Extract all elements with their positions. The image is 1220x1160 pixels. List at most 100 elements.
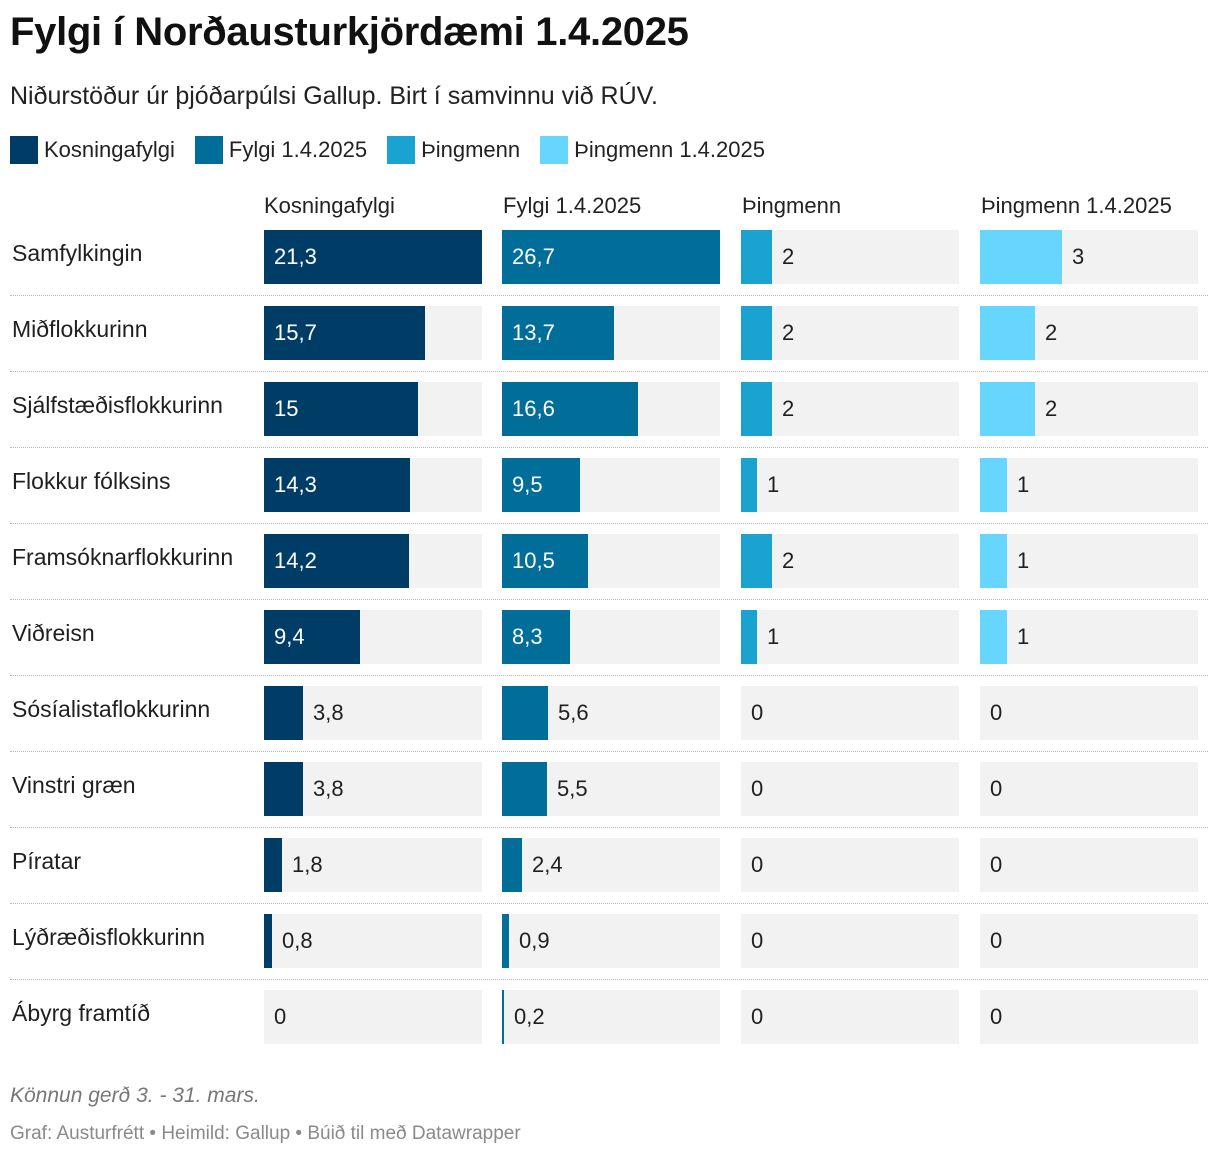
data-label-kosningafylgi: 15,7 bbox=[274, 320, 317, 345]
bar-thingmenn bbox=[741, 458, 757, 512]
bar-cell-thingmenn: 1 bbox=[741, 458, 959, 512]
bar-cell-fylgi: 0,9 bbox=[502, 914, 720, 968]
bar-thingmenn-new bbox=[980, 306, 1035, 360]
bar-fylgi bbox=[502, 762, 547, 816]
bar-kosningafylgi bbox=[264, 762, 303, 816]
table-row: Vinstri græn 3,8 5,5 0 0 bbox=[10, 752, 1208, 828]
data-label-thingmenn-new: 1 bbox=[1017, 548, 1030, 573]
data-label-thingmenn: 0 bbox=[751, 1004, 764, 1029]
legend-item-kosningafylgi: Kosningafylgi bbox=[10, 136, 175, 164]
bar-fylgi bbox=[502, 382, 638, 436]
bar-cell-kosningafylgi: 3,8 bbox=[264, 686, 482, 740]
legend-swatch-thingmenn bbox=[387, 136, 416, 164]
data-label-fylgi: 5,5 bbox=[557, 776, 588, 801]
row-label: Viðreisn bbox=[12, 620, 95, 646]
table-row: Sjálfstæðisflokkurinn 15 16,6 2 2 bbox=[10, 372, 1208, 448]
chart-footer: Graf: Austurfrétt • Heimild: Gallup • Bú… bbox=[10, 1123, 521, 1144]
data-label-kosningafylgi: 15 bbox=[274, 396, 299, 421]
bar-cell-thingmenn: 0 bbox=[741, 914, 959, 968]
row-divider bbox=[10, 827, 1208, 828]
data-label-thingmenn: 0 bbox=[751, 928, 764, 953]
data-label-kosningafylgi: 3,8 bbox=[313, 700, 344, 725]
row-divider bbox=[10, 371, 1208, 372]
column-header-thingmenn: Þingmenn bbox=[742, 193, 842, 218]
row-label: Vinstri græn bbox=[12, 772, 136, 798]
bar-cell-fylgi: 26,7 bbox=[502, 230, 720, 284]
bar-cell-thingmenn: 0 bbox=[741, 686, 959, 740]
data-label-fylgi: 10,5 bbox=[512, 548, 555, 573]
legend-swatch-thingmenn-new bbox=[540, 136, 569, 164]
table-row: Framsóknarflokkurinn 14,2 10,5 2 1 bbox=[10, 524, 1208, 600]
bar-cell-fylgi: 8,3 bbox=[502, 610, 720, 664]
data-label-kosningafylgi: 0 bbox=[274, 1004, 287, 1029]
legend-label-thingmenn-new: Þingmenn 1.4.2025 bbox=[574, 137, 765, 162]
bar-cell-thingmenn: 2 bbox=[741, 534, 959, 588]
data-label-thingmenn: 2 bbox=[782, 396, 795, 421]
bar-fylgi bbox=[502, 990, 504, 1044]
data-label-thingmenn-new: 1 bbox=[1017, 472, 1030, 497]
bar-cell-thingmenn-new: 1 bbox=[980, 534, 1198, 588]
data-label-fylgi: 5,6 bbox=[558, 700, 589, 725]
data-label-thingmenn-new: 0 bbox=[990, 852, 1003, 877]
bar-cell-thingmenn-new: 0 bbox=[980, 762, 1198, 816]
bar-cell-thingmenn-new: 2 bbox=[980, 382, 1198, 436]
bar-cell-thingmenn: 2 bbox=[741, 230, 959, 284]
data-label-kosningafylgi: 21,3 bbox=[274, 244, 317, 269]
bar-cell-thingmenn-new: 0 bbox=[980, 838, 1198, 892]
legend: Kosningafylgi Fylgi 1.4.2025 Þingmenn Þi… bbox=[10, 136, 785, 164]
data-label-thingmenn-new: 0 bbox=[990, 700, 1003, 725]
bar-cell-thingmenn-new: 0 bbox=[980, 686, 1198, 740]
data-label-fylgi: 2,4 bbox=[532, 852, 563, 877]
bar-thingmenn bbox=[741, 306, 772, 360]
bar-cell-kosningafylgi: 15 bbox=[264, 382, 482, 436]
bar-kosningafylgi bbox=[264, 382, 418, 436]
bar-cell-fylgi: 0,2 bbox=[502, 990, 720, 1044]
table-row: Samfylkingin 21,3 26,7 2 3 bbox=[10, 220, 1208, 296]
bar-cell-fylgi: 5,6 bbox=[502, 686, 720, 740]
row-divider bbox=[10, 295, 1208, 296]
bar-cell-fylgi: 2,4 bbox=[502, 838, 720, 892]
bar-thingmenn-new bbox=[980, 382, 1035, 436]
data-label-thingmenn: 2 bbox=[782, 320, 795, 345]
table-row: Ábyrg framtíð 0 0,2 0 0 bbox=[10, 980, 1208, 1056]
bar-cell-kosningafylgi: 0 bbox=[264, 990, 482, 1044]
data-label-thingmenn-new: 3 bbox=[1072, 244, 1085, 269]
column-header-kosningafylgi: Kosningafylgi bbox=[264, 193, 395, 218]
bar-cell-fylgi: 13,7 bbox=[502, 306, 720, 360]
bar-cell-fylgi: 5,5 bbox=[502, 762, 720, 816]
bar-cell-kosningafylgi: 14,3 bbox=[264, 458, 482, 512]
bar-kosningafylgi bbox=[264, 610, 360, 664]
column-header-fylgi: Fylgi 1.4.2025 bbox=[503, 193, 642, 218]
bar-thingmenn bbox=[741, 382, 772, 436]
legend-item-thingmenn-new: Þingmenn 1.4.2025 bbox=[540, 136, 765, 164]
data-label-thingmenn: 2 bbox=[782, 548, 795, 573]
legend-label-fylgi: Fylgi 1.4.2025 bbox=[228, 137, 368, 162]
bar-fylgi bbox=[502, 610, 570, 664]
bar-cell-thingmenn: 0 bbox=[741, 762, 959, 816]
table-row: Lýðræðisflokkurinn 0,8 0,9 0 0 bbox=[10, 904, 1208, 980]
legend-label-kosningafylgi: Kosningafylgi bbox=[44, 137, 175, 162]
legend-swatch-fylgi bbox=[194, 136, 223, 164]
bar-fylgi bbox=[502, 686, 548, 740]
data-label-thingmenn: 1 bbox=[767, 472, 780, 497]
bar-cell-kosningafylgi: 0,8 bbox=[264, 914, 482, 968]
data-label-kosningafylgi: 1,8 bbox=[292, 852, 323, 877]
legend-item-thingmenn: Þingmenn bbox=[387, 136, 520, 164]
bar-kosningafylgi bbox=[264, 458, 410, 512]
row-divider bbox=[10, 751, 1208, 752]
data-label-fylgi: 16,6 bbox=[512, 396, 555, 421]
chart-title: Fylgi í Norðausturkjördæmi 1.4.2025 bbox=[10, 10, 689, 54]
bar-cell-fylgi: 9,5 bbox=[502, 458, 720, 512]
row-label: Framsóknarflokkurinn bbox=[12, 544, 234, 570]
bar-cell-kosningafylgi: 15,7 bbox=[264, 306, 482, 360]
table-row: Flokkur fólksins 14,3 9,5 1 1 bbox=[10, 448, 1208, 524]
bar-thingmenn-new bbox=[980, 534, 1007, 588]
bar-cell-thingmenn-new: 1 bbox=[980, 458, 1198, 512]
bar-kosningafylgi bbox=[264, 534, 409, 588]
bar-cell-thingmenn-new: 3 bbox=[980, 230, 1198, 284]
row-label: Píratar bbox=[12, 848, 82, 874]
row-divider bbox=[10, 523, 1208, 524]
row-divider bbox=[10, 447, 1208, 448]
bar-cell-thingmenn-new: 0 bbox=[980, 914, 1198, 968]
